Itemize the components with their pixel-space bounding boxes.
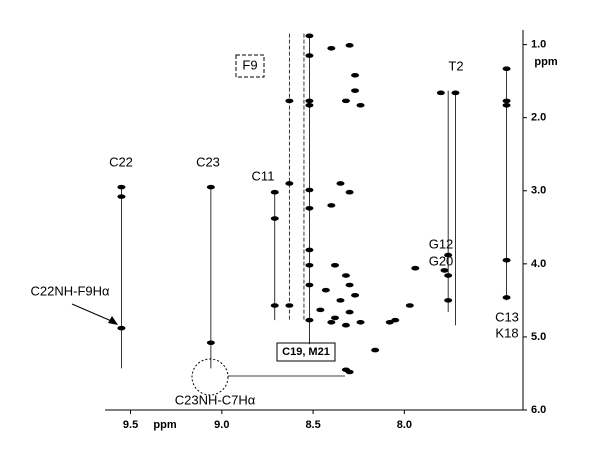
- annotation: C23NH-C7Hα: [175, 392, 256, 407]
- cross-peak: [270, 216, 279, 221]
- cross-peak: [270, 189, 279, 195]
- y-tick-label: 4.0: [531, 258, 546, 270]
- highlight-circle: [191, 358, 229, 396]
- cross-peak: [336, 181, 345, 186]
- cross-peak: [385, 320, 394, 325]
- cross-peak: [351, 73, 360, 78]
- cross-peak: [405, 303, 414, 308]
- cross-peak: [411, 265, 420, 271]
- cross-peak: [345, 189, 354, 195]
- cross-peak: [371, 347, 380, 353]
- cross-peak: [117, 194, 126, 199]
- cross-peak: [502, 66, 511, 72]
- annotation: C13: [495, 309, 519, 324]
- cross-peak: [305, 53, 314, 58]
- cross-peak: [440, 268, 449, 273]
- c19-box: [276, 342, 336, 362]
- y-axis-label: ppm: [534, 56, 557, 68]
- x-tick-label: 8.0: [397, 419, 412, 431]
- y-tick-label: 3.0: [531, 185, 546, 197]
- cross-peak: [285, 98, 294, 104]
- cross-peak: [316, 307, 325, 313]
- cross-peak: [345, 282, 354, 288]
- cross-peak: [305, 187, 314, 193]
- cross-peak: [305, 263, 314, 268]
- y-tick-label: 2.0: [531, 112, 546, 124]
- annotation: C22: [109, 154, 133, 169]
- cross-peak: [305, 282, 314, 288]
- cross-peak: [327, 45, 336, 51]
- cross-peak: [117, 325, 126, 331]
- cross-peak: [305, 98, 314, 104]
- cross-peak: [305, 247, 314, 253]
- cross-peak: [502, 102, 511, 108]
- annotation: F9: [242, 57, 257, 72]
- cross-peak: [444, 298, 453, 303]
- f9-box: [235, 54, 265, 78]
- annotation: K18: [495, 325, 518, 340]
- cross-peak: [502, 295, 511, 300]
- cross-peak: [341, 273, 350, 278]
- cross-peak: [305, 317, 314, 323]
- cross-peak: [285, 303, 294, 308]
- cross-peak: [444, 273, 453, 278]
- arrow-head: [108, 316, 118, 325]
- cross-peak: [206, 340, 215, 346]
- cross-peak: [270, 303, 279, 308]
- cross-peak: [327, 203, 336, 208]
- cross-peak: [345, 369, 354, 375]
- x-tick-label: 9.0: [214, 419, 229, 431]
- y-tick-label: 6.0: [531, 404, 546, 416]
- cross-peak: [341, 98, 350, 104]
- cross-peak: [321, 287, 330, 293]
- cross-peak: [444, 252, 453, 258]
- cross-peak: [502, 98, 511, 104]
- x-axis-label: ppm: [153, 419, 176, 431]
- annotation: C19, M21: [282, 346, 330, 358]
- cross-peak: [117, 184, 126, 190]
- cross-peak: [330, 315, 339, 321]
- cross-peak: [336, 298, 345, 303]
- annotation: C23: [196, 154, 220, 169]
- cross-peak: [351, 88, 360, 93]
- cross-peak: [285, 181, 294, 186]
- cross-peak: [356, 320, 365, 325]
- cross-peak: [305, 33, 314, 39]
- cross-peak: [305, 206, 314, 211]
- cross-peak: [502, 257, 511, 263]
- cross-peak: [351, 292, 360, 298]
- annotation: G12: [429, 236, 454, 251]
- cross-peak: [327, 320, 336, 325]
- cross-peak: [356, 102, 365, 108]
- cross-peak: [345, 309, 354, 315]
- cross-peak: [436, 90, 445, 96]
- cross-peak: [330, 263, 339, 268]
- cross-peak: [451, 90, 460, 96]
- annotation: C22NH-F9Hα: [30, 283, 110, 298]
- annotation: C11: [252, 168, 275, 183]
- cross-peak: [345, 43, 354, 48]
- arrow: [71, 303, 117, 324]
- annotation: T2: [448, 58, 463, 73]
- cross-peak: [206, 184, 215, 190]
- x-tick-label: 9.5: [123, 419, 138, 431]
- annotation: G20: [429, 253, 454, 268]
- y-tick-label: 5.0: [531, 331, 546, 343]
- cross-peak: [305, 102, 314, 108]
- cross-peak: [341, 322, 350, 328]
- y-tick-label: 1.0: [531, 39, 546, 51]
- x-tick-label: 8.5: [305, 419, 320, 431]
